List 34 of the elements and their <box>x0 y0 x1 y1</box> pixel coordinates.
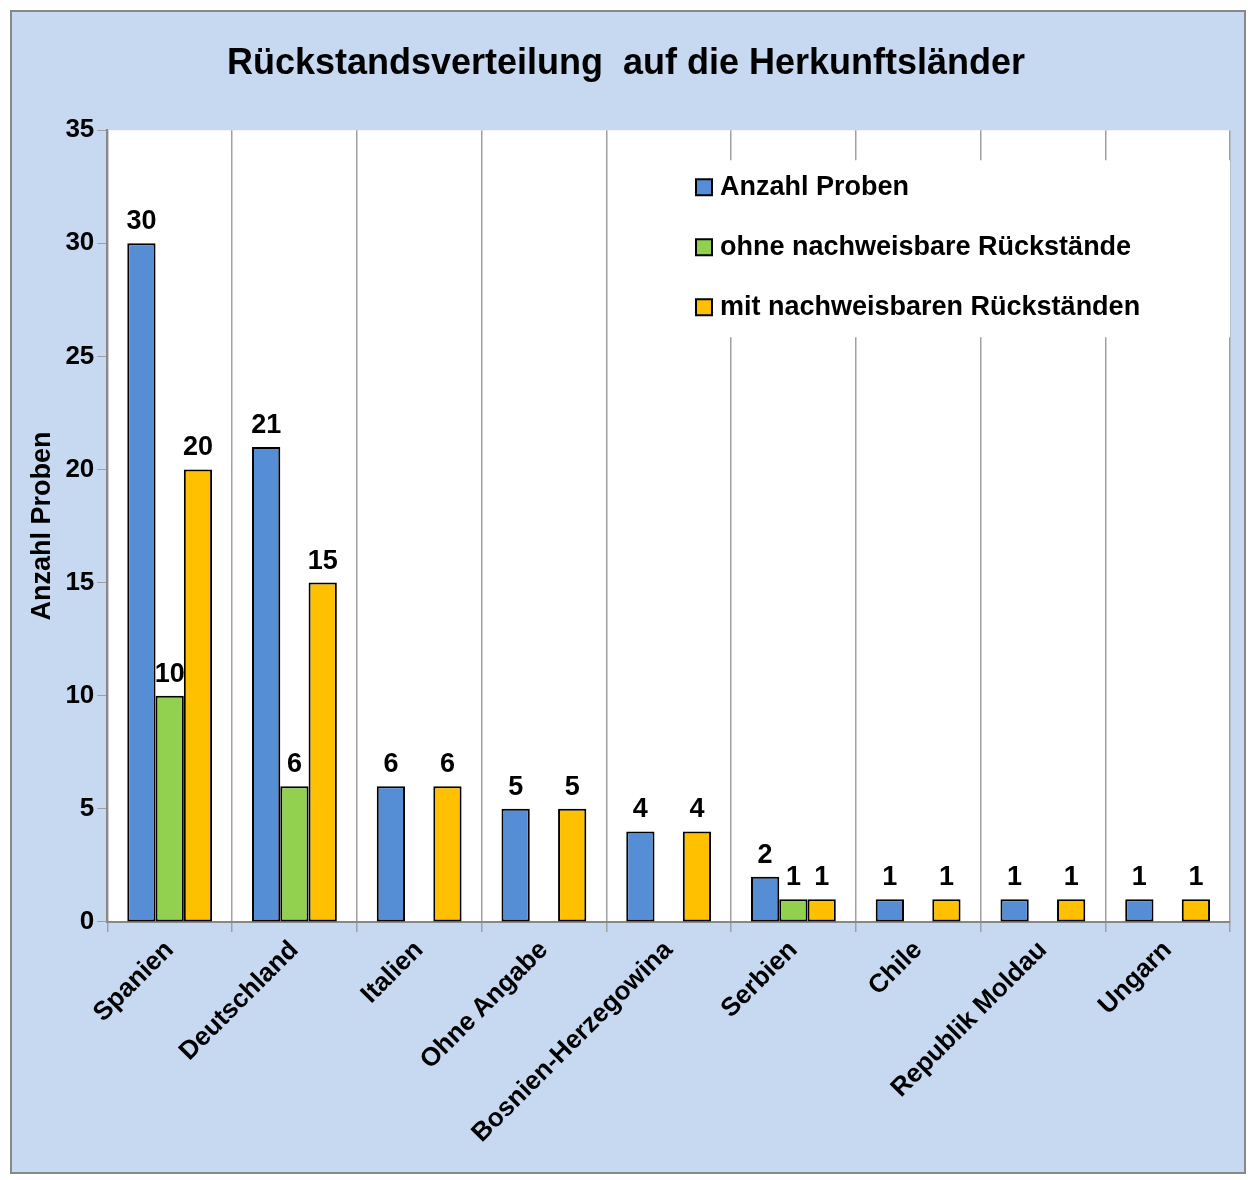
data-label: 21 <box>251 408 282 439</box>
y-axis-title: Anzahl Proben <box>25 431 56 621</box>
data-label: 1 <box>882 861 898 892</box>
y-tick-label: 30 <box>65 226 95 257</box>
legend-label: Anzahl Proben <box>720 171 910 202</box>
data-label: 5 <box>564 770 580 801</box>
y-tick-label: 20 <box>65 452 95 483</box>
data-label: 1 <box>1063 861 1079 892</box>
legend-label: ohne nachweisbare Rückstände <box>720 231 1132 262</box>
y-tick-label: 10 <box>65 678 95 709</box>
chart-title: Rückstandsverteilung auf die Herkunftsländer <box>226 40 1026 82</box>
data-label: 15 <box>307 544 338 575</box>
data-label: 1 <box>814 861 830 892</box>
data-label: 10 <box>154 657 185 688</box>
y-tick-label: 5 <box>79 791 95 822</box>
y-tick-label: 35 <box>65 113 95 144</box>
y-tick-label: 25 <box>65 339 95 370</box>
data-label: 1 <box>1131 861 1147 892</box>
y-tick-label: 0 <box>79 905 95 936</box>
data-label: 6 <box>439 748 455 779</box>
data-label: 2 <box>757 838 773 869</box>
data-label: 20 <box>182 431 213 462</box>
data-label: 1 <box>938 861 954 892</box>
y-tick-label: 15 <box>65 565 95 596</box>
data-label: 5 <box>508 770 524 801</box>
data-label: 1 <box>1007 861 1023 892</box>
data-label: 6 <box>286 748 302 779</box>
data-label: 30 <box>126 205 157 236</box>
data-label: 4 <box>689 793 705 824</box>
data-label: 1 <box>1188 861 1204 892</box>
data-label: 4 <box>632 793 648 824</box>
data-label: 1 <box>785 861 801 892</box>
legend-label: mit nachweisbaren Rückständen <box>720 291 1141 322</box>
data-label: 6 <box>383 748 399 779</box>
